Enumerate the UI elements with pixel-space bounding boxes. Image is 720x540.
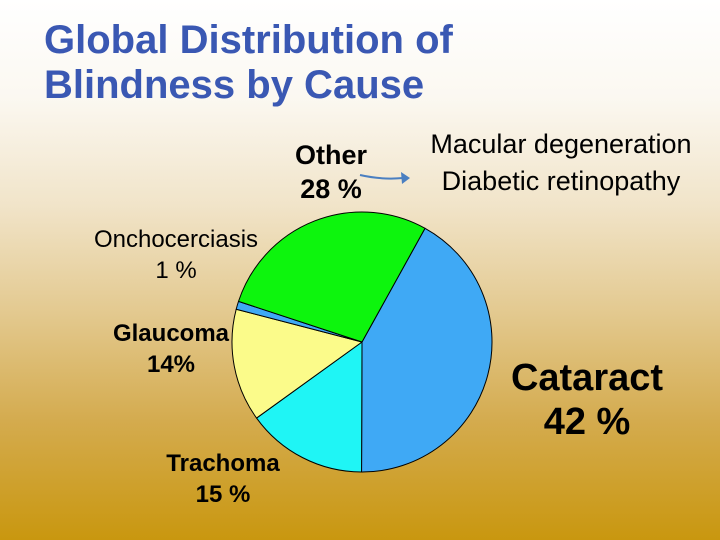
label-glaucoma: Glaucoma 14%	[96, 318, 246, 380]
label-cataract: Cataract 42 %	[492, 356, 682, 444]
label-glaucoma-value: 14%	[146, 351, 196, 378]
label-other: Other 28 %	[276, 138, 386, 206]
note-diabetic-retinopathy: Diabetic retinopathy	[441, 166, 681, 196]
chart-title-line-1: Global Distribution of	[44, 18, 453, 62]
chart-title-line-2: Blindness by Cause	[44, 63, 425, 107]
label-cataract-value: 42 %	[543, 401, 631, 443]
label-trachoma-value: 15 %	[195, 481, 251, 508]
label-other-name: Other	[294, 140, 367, 170]
label-trachoma-name: Trachoma	[166, 450, 280, 477]
label-onchocerciasis-value: 1 %	[155, 257, 197, 284]
pie-slice-other	[238, 211, 426, 343]
label-onchocerciasis-name: Onchocerciasis	[93, 226, 259, 253]
label-glaucoma-name: Glaucoma	[112, 320, 230, 347]
pie-slices	[231, 211, 493, 473]
chart-title: Global Distribution of Blindness by Caus…	[44, 18, 453, 108]
label-onchocerciasis: Onchocerciasis 1 %	[76, 224, 276, 286]
pie-slice-cataract	[361, 227, 493, 473]
label-cataract-name: Cataract	[510, 357, 664, 399]
pie-slice-trachoma	[256, 341, 363, 473]
label-trachoma: Trachoma 15 %	[148, 448, 298, 510]
pie-slice-glaucoma	[231, 308, 363, 419]
label-other-value: 28 %	[300, 174, 362, 204]
other-causes-note: Macular degeneration Diabetic retinopath…	[404, 126, 718, 200]
annotation-arrow	[359, 172, 410, 184]
note-macular-degeneration: Macular degeneration	[430, 129, 692, 159]
